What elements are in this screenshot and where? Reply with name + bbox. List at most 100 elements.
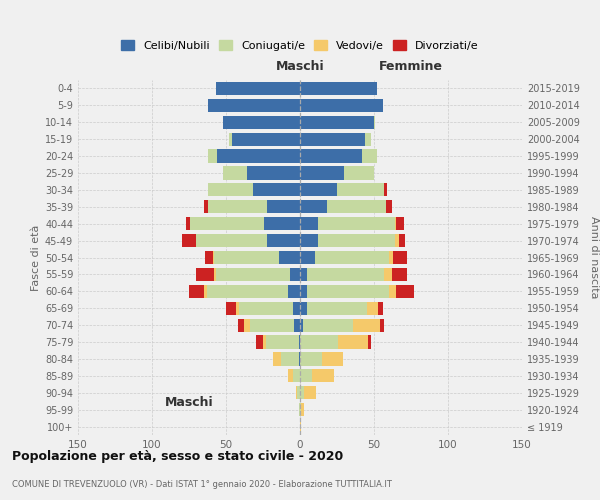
Bar (232, 132, 300, 146)
Bar (300, 284, 307, 298)
Bar (395, 234, 399, 247)
Bar (396, 284, 414, 298)
Bar (315, 251, 389, 264)
Bar (344, 166, 374, 179)
Bar (299, 403, 300, 416)
Bar (300, 336, 338, 348)
Bar (208, 184, 253, 196)
Text: Popolazione per età, sesso e stato civile - 2020: Popolazione per età, sesso e stato civil… (12, 450, 343, 463)
Bar (300, 234, 318, 247)
Text: Maschi: Maschi (275, 60, 325, 73)
Bar (300, 99, 383, 112)
Bar (338, 336, 368, 348)
Bar (207, 284, 288, 298)
Bar (279, 251, 300, 264)
Bar (380, 318, 385, 332)
Bar (297, 386, 300, 400)
Bar (196, 234, 268, 247)
Bar (214, 268, 215, 281)
Bar (374, 116, 376, 129)
Bar (281, 352, 299, 366)
Bar (300, 403, 301, 416)
Bar (214, 251, 279, 264)
Bar (268, 234, 300, 247)
Bar (385, 268, 392, 281)
Bar (300, 200, 326, 213)
Bar (300, 369, 312, 382)
Text: COMUNE DI TREVENZUOLO (VR) - Dati ISTAT 1° gennaio 2020 - Elaborazione TUTTITALI: COMUNE DI TREVENZUOLO (VR) - Dati ISTAT … (12, 480, 392, 489)
Bar (300, 318, 303, 332)
Bar (300, 420, 301, 433)
Bar (399, 234, 405, 247)
Bar (300, 251, 315, 264)
Bar (182, 234, 196, 247)
Bar (190, 217, 265, 230)
Bar (239, 302, 293, 315)
Bar (217, 150, 300, 162)
Text: Maschi: Maschi (164, 396, 214, 409)
Bar (215, 82, 300, 95)
Bar (293, 369, 300, 382)
Bar (208, 200, 268, 213)
Bar (223, 166, 247, 179)
Bar (300, 132, 365, 146)
Bar (212, 251, 214, 264)
Bar (300, 116, 374, 129)
Bar (303, 318, 353, 332)
Bar (204, 284, 207, 298)
Bar (265, 217, 300, 230)
Bar (389, 251, 393, 264)
Bar (236, 302, 239, 315)
Bar (337, 184, 385, 196)
Bar (300, 268, 307, 281)
Bar (215, 268, 290, 281)
Bar (322, 352, 343, 366)
Bar (253, 184, 300, 196)
Bar (299, 336, 300, 348)
Legend: Celibi/Nubili, Coniugati/e, Vedovi/e, Divorziati/e: Celibi/Nubili, Coniugati/e, Vedovi/e, Di… (117, 36, 483, 55)
Bar (238, 318, 244, 332)
Bar (268, 200, 300, 213)
Bar (266, 336, 299, 348)
Bar (301, 403, 304, 416)
Bar (392, 268, 407, 281)
Bar (307, 284, 389, 298)
Bar (189, 284, 204, 298)
Bar (293, 302, 300, 315)
Bar (326, 200, 386, 213)
Bar (300, 82, 377, 95)
Bar (304, 386, 316, 400)
Y-axis label: Anni di nascita: Anni di nascita (589, 216, 599, 298)
Bar (223, 116, 300, 129)
Bar (288, 284, 300, 298)
Bar (386, 200, 392, 213)
Bar (294, 318, 300, 332)
Bar (362, 150, 377, 162)
Bar (300, 302, 307, 315)
Bar (318, 217, 395, 230)
Bar (208, 150, 217, 162)
Bar (307, 302, 367, 315)
Bar (244, 318, 250, 332)
Bar (186, 217, 190, 230)
Bar (300, 166, 344, 179)
Y-axis label: Fasce di età: Fasce di età (31, 224, 41, 290)
Bar (385, 184, 388, 196)
Bar (229, 132, 232, 146)
Bar (300, 217, 318, 230)
Bar (300, 184, 337, 196)
Bar (299, 352, 300, 366)
Bar (274, 352, 281, 366)
Bar (208, 99, 300, 112)
Bar (300, 352, 322, 366)
Bar (353, 318, 380, 332)
Bar (247, 166, 300, 179)
Bar (296, 386, 297, 400)
Bar (395, 217, 396, 230)
Bar (205, 251, 212, 264)
Bar (379, 302, 383, 315)
Bar (263, 336, 266, 348)
Text: Femmine: Femmine (379, 60, 443, 73)
Bar (389, 284, 396, 298)
Bar (226, 302, 236, 315)
